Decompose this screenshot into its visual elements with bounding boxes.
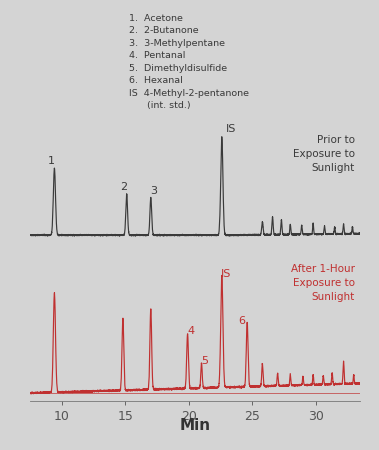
Text: 4: 4	[187, 326, 194, 336]
Text: 1: 1	[48, 156, 55, 166]
Text: After 1-Hour
Exposure to
Sunlight: After 1-Hour Exposure to Sunlight	[291, 264, 355, 302]
Text: IS: IS	[221, 269, 232, 279]
Text: 2: 2	[121, 182, 128, 192]
Text: 3: 3	[150, 186, 157, 196]
Text: Prior to
Exposure to
Sunlight: Prior to Exposure to Sunlight	[293, 135, 355, 173]
Text: 1.  Acetone
2.  2-Butanone
3.  3-Methylpentane
4.  Pentanal
5.  Dimethyldisulfid: 1. Acetone 2. 2-Butanone 3. 3-Methylpent…	[129, 14, 249, 110]
Text: IS: IS	[226, 124, 236, 134]
Text: Min: Min	[180, 418, 211, 433]
Text: 6: 6	[239, 316, 246, 326]
Text: 5: 5	[201, 356, 208, 366]
